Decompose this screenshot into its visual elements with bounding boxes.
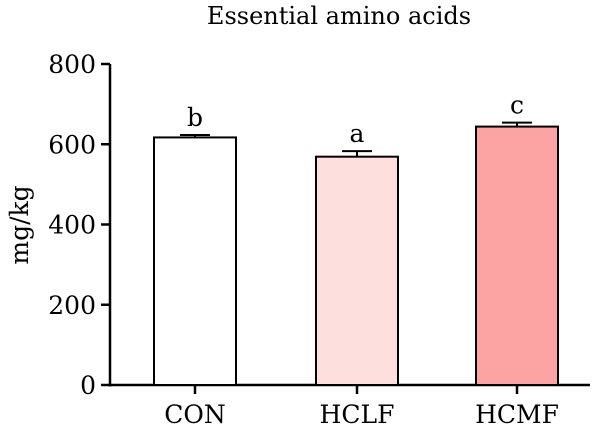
x-tick-label-hclf: HCLF bbox=[320, 400, 395, 429]
significance-letter-hclf: a bbox=[350, 119, 365, 148]
significance-letter-con: b bbox=[187, 103, 203, 132]
y-axis-label: mg/kg bbox=[5, 185, 34, 264]
y-tick-label-2: 400 bbox=[48, 211, 96, 240]
x-tick-label-con: CON bbox=[164, 400, 226, 429]
bar-hclf bbox=[315, 155, 399, 386]
bar-con bbox=[153, 136, 237, 386]
bar-hcmf bbox=[475, 125, 559, 386]
x-tick-label-hcmf: HCMF bbox=[475, 400, 559, 429]
y-tick-label-3: 600 bbox=[48, 130, 96, 159]
significance-letter-hcmf: c bbox=[510, 91, 524, 120]
y-tick-label-0: 0 bbox=[80, 371, 96, 400]
y-tick-label-1: 200 bbox=[48, 291, 96, 320]
plot-area: 0 200 400 600 800 b CON a HCLF c HCMF bbox=[48, 50, 590, 429]
chart-title: Essential amino acids bbox=[207, 2, 471, 30]
y-tick-label-4: 800 bbox=[48, 50, 96, 79]
